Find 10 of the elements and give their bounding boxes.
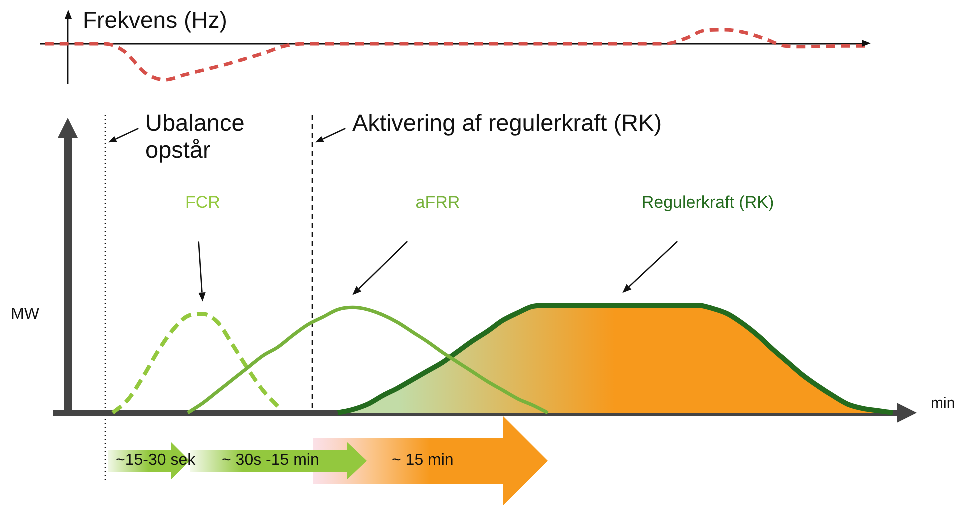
text: Regulerkraft (RK) — [642, 193, 774, 214]
y-axis-title: Frekvens (Hz) — [83, 7, 228, 35]
text: Aktivering af regulerkraft (RK) — [352, 110, 662, 137]
text: aFRR — [416, 193, 460, 214]
x-axis-title: min — [931, 395, 956, 413]
y-axis-title: MW — [11, 305, 40, 324]
text: Ubalance opstår — [146, 110, 245, 164]
text: ~ 30s -15 min — [222, 450, 320, 470]
text: FCR — [186, 193, 220, 214]
text: ~ 15 min — [392, 450, 454, 470]
